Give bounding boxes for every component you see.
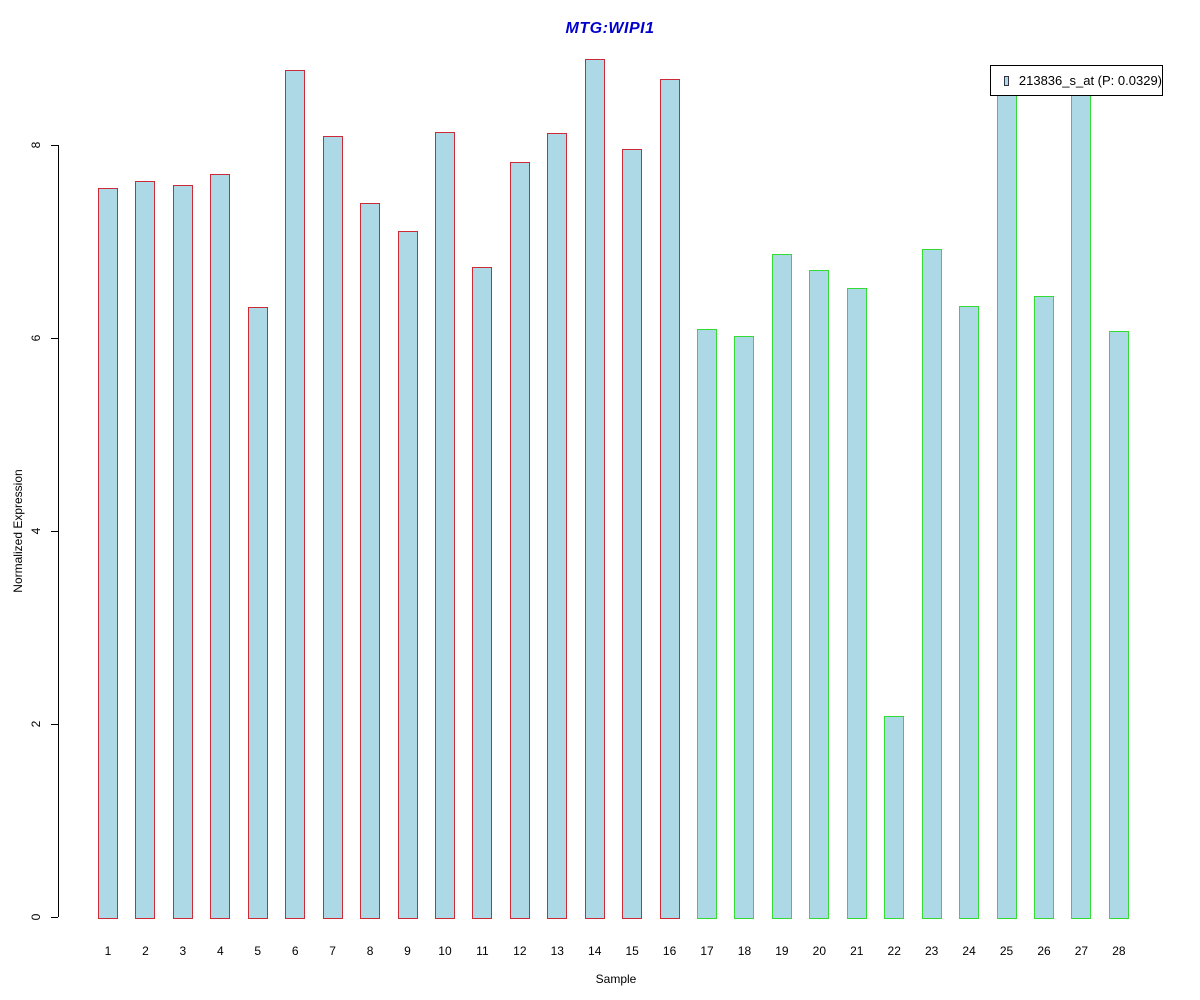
y-axis-tick [51, 723, 58, 725]
bar-sample-9 [397, 231, 418, 919]
bar-sample-15 [622, 149, 643, 919]
bar-sample-21 [846, 288, 867, 919]
y-axis-tick-label: 4 [29, 527, 43, 535]
bar-sample-6 [285, 70, 306, 919]
x-axis-category-label: 20 [812, 944, 827, 958]
x-axis-category-label: 21 [850, 944, 864, 958]
legend: 213836_s_at (P: 0.0329) [990, 65, 1163, 96]
bar-sample-27 [1071, 70, 1092, 919]
x-axis-category-label: 10 [438, 944, 452, 958]
y-axis-tick [51, 530, 58, 532]
bar-sample-25 [996, 76, 1017, 919]
y-axis-tick-label: 8 [29, 141, 43, 149]
bar-sample-26 [1034, 296, 1054, 919]
y-axis-tick-label: 2 [29, 720, 43, 728]
y-axis-tick [51, 916, 58, 918]
bar-sample-28 [1108, 331, 1129, 919]
x-axis-category-label: 3 [179, 944, 187, 958]
bar-sample-8 [360, 203, 381, 919]
y-axis-tick [51, 337, 58, 339]
x-axis-category-label: 14 [588, 944, 602, 958]
y-axis-title: Normalized Expression [11, 469, 25, 593]
bar-sample-2 [135, 181, 156, 919]
bar-sample-20 [809, 270, 830, 919]
x-axis-category-label: 26 [1037, 944, 1051, 958]
x-axis-category-label: 5 [254, 944, 262, 958]
x-axis-category-label: 24 [962, 944, 976, 958]
y-axis-tick-label: 6 [29, 334, 43, 342]
bar-sample-7 [322, 136, 343, 919]
bar-sample-19 [771, 254, 792, 919]
bar-sample-1 [98, 188, 118, 919]
y-axis-line [58, 145, 59, 917]
x-axis-category-label: 9 [404, 944, 411, 958]
chart-title: MTG:WIPI1 [565, 20, 655, 37]
legend-swatch-icon [1004, 75, 1009, 86]
bar-sample-11 [472, 267, 493, 919]
x-axis-category-label: 28 [1112, 944, 1126, 958]
x-axis-category-label: 12 [513, 944, 527, 958]
x-axis-category-label: 2 [142, 944, 149, 958]
x-axis-category-label: 13 [550, 944, 564, 958]
bar-sample-4 [210, 174, 231, 919]
x-axis-category-label: 1 [104, 944, 112, 958]
x-axis-category-label: 25 [999, 944, 1014, 958]
y-axis-tick [51, 144, 58, 146]
bar-sample-5 [247, 307, 268, 919]
legend-label: 213836_s_at (P: 0.0329) [1018, 73, 1162, 88]
x-axis-title: Sample [595, 972, 637, 986]
x-axis-category-label: 16 [662, 944, 677, 958]
x-axis-category-label: 8 [366, 944, 374, 958]
x-axis-category-label: 17 [700, 944, 714, 958]
bar-sample-22 [884, 716, 905, 919]
x-axis-category-label: 23 [924, 944, 939, 958]
bar-sample-23 [921, 249, 942, 919]
x-axis-category-label: 19 [775, 944, 789, 958]
y-axis-tick-label: 0 [29, 913, 43, 921]
x-axis-category-label: 4 [216, 944, 224, 958]
bar-sample-24 [959, 306, 980, 919]
bar-sample-12 [509, 162, 530, 919]
x-axis-category-label: 6 [291, 944, 299, 958]
x-axis-category-label: 18 [737, 944, 752, 958]
x-axis-category-label: 22 [887, 944, 901, 958]
bar-sample-16 [659, 79, 680, 919]
bar-sample-10 [434, 132, 455, 919]
bar-sample-18 [734, 336, 755, 919]
x-axis-category-label: 15 [625, 944, 639, 958]
bar-sample-14 [584, 59, 605, 919]
bar-sample-13 [547, 133, 568, 919]
x-axis-category-label: 27 [1074, 944, 1089, 958]
x-axis-category-label: 7 [329, 944, 336, 958]
bar-sample-17 [697, 329, 718, 919]
x-axis-category-label: 11 [476, 944, 489, 958]
bar-sample-3 [172, 185, 193, 919]
